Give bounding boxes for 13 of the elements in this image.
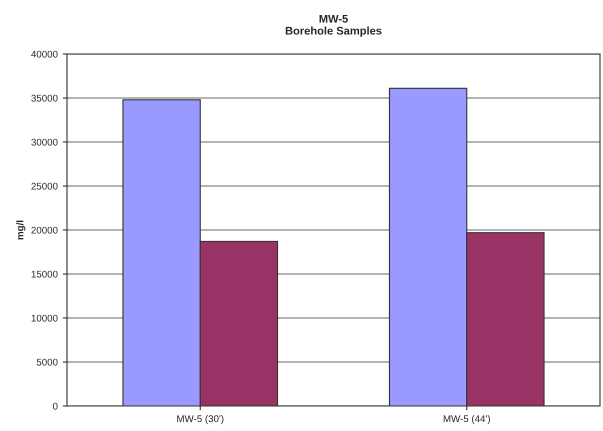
y-tick-label: 20000 [31, 226, 58, 234]
y-tick-label: 35000 [31, 94, 58, 102]
y-tick-label: 25000 [31, 182, 58, 190]
x-tick-label: MW-5 (30') [177, 415, 224, 424]
y-tick-label: 10000 [32, 314, 58, 322]
y-tick-label: 15000 [32, 270, 58, 278]
y-tick-label: 5000 [36, 358, 58, 366]
x-tick-label: MW-5 (44') [444, 415, 490, 424]
chart-title: MW-5 Borehole Samples [286, 14, 382, 37]
y-tick-label: 40000 [31, 50, 58, 58]
y-tick-label: 30000 [31, 138, 58, 146]
y-axis-title: mg/l [16, 220, 26, 240]
y-tick-label: 0 [52, 402, 58, 410]
